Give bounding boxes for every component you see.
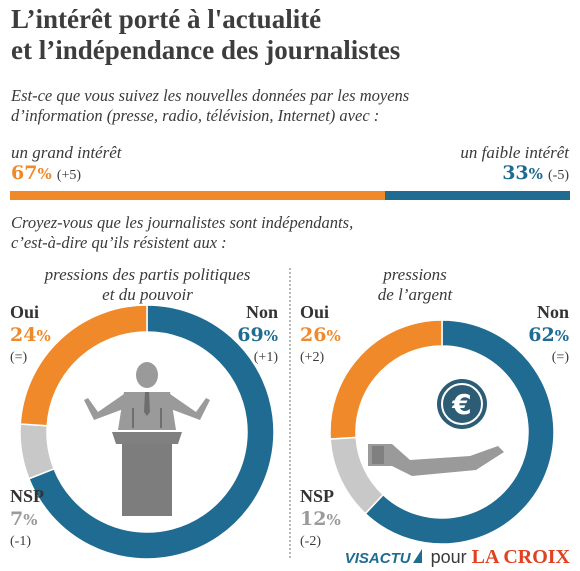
interest-bar-grand: [10, 191, 386, 200]
panel-right-title-line-1: pressions: [383, 265, 447, 284]
left-oui-value-group: 24%: [10, 324, 51, 346]
percent-unit: %: [554, 327, 569, 345]
footer-credit: VISACTU pour LA CROIX: [345, 546, 570, 569]
panel-left-title-line-2: et du pouvoir: [102, 285, 193, 304]
left-oui-label: Oui: [10, 302, 40, 322]
right-nsp-value: 12: [300, 508, 327, 530]
donut-chart-argent: [329, 319, 555, 545]
percent-unit: %: [326, 327, 341, 345]
percent-unit: %: [36, 327, 51, 345]
left-non-delta: (+1): [253, 350, 278, 365]
question-1-line-2: d’information (presse, radio, télévision…: [11, 106, 380, 125]
left-nsp-value: 7: [10, 508, 24, 530]
right-nsp-value-group: 12%: [300, 508, 341, 530]
footer-pour: pour: [430, 547, 467, 567]
question-1: Est-ce que vous suivez les nouvelles don…: [11, 86, 409, 126]
right-nsp-label: NSP: [300, 486, 335, 506]
hand-with-euro-coin-icon: €: [368, 379, 504, 476]
donut-left-slice-oui: [19, 304, 148, 427]
panel-left-title: pressions des partis politiques et du po…: [20, 265, 275, 305]
left-oui-delta: (=): [10, 350, 28, 365]
visactu-logo: VISACTU: [344, 550, 411, 567]
right-non-label: Non: [536, 302, 569, 322]
percent-unit: %: [37, 165, 52, 183]
question-2: Croyez-vous que les journalistes sont in…: [11, 213, 353, 253]
right-oui-value: 26: [300, 324, 327, 346]
page-title: L’intérêt porté à l'actualité et l’indép…: [11, 4, 400, 66]
la-croix-logo: LA CROIX: [471, 546, 570, 568]
left-nsp-label: NSP: [10, 486, 45, 506]
interest-bar: [10, 191, 570, 200]
faible-interet-value: 33: [502, 162, 529, 184]
donut-left-slice-non: [27, 304, 275, 560]
percent-unit: %: [23, 511, 38, 529]
percent-unit: %: [528, 165, 543, 183]
right-non-value: 62: [528, 324, 555, 346]
donut-right-slice-non: [364, 319, 555, 545]
left-oui-value: 24: [10, 324, 37, 346]
question-1-line-1: Est-ce que vous suivez les nouvelles don…: [11, 86, 410, 105]
panel-right-title: pressions de l’argent: [330, 265, 500, 305]
question-2-line-2: c’est-à-dire qu’ils résistent aux :: [11, 233, 227, 252]
faible-interet-delta: (-5): [548, 168, 569, 183]
faible-interet-value-group: 33% (-5): [502, 162, 569, 184]
donut-chart-partis: [19, 304, 275, 560]
title-line-2: et l’indépendance des journalistes: [11, 35, 401, 65]
left-non-value: 69: [237, 324, 264, 346]
question-2-line-1: Croyez-vous que les journalistes sont in…: [11, 213, 354, 232]
percent-unit: %: [326, 511, 341, 529]
percent-unit: %: [263, 327, 278, 345]
donut-left-slice-nsp: [19, 423, 55, 480]
grand-interet-value-group: 67% (+5): [11, 162, 81, 184]
donut-right-slice-oui: [329, 319, 443, 440]
panel-right-title-line-2: de l’argent: [377, 285, 453, 304]
right-nsp-delta: (-2): [300, 534, 321, 549]
grand-interet-value: 67: [11, 162, 38, 184]
right-oui-label: Oui: [300, 302, 330, 322]
svg-text:€: €: [451, 388, 471, 421]
interest-bar-faible: [385, 191, 570, 200]
right-oui-delta: (+2): [300, 350, 325, 365]
left-nsp-delta: (-1): [10, 534, 31, 549]
title-line-1: L’intérêt porté à l'actualité: [11, 4, 322, 34]
panel-divider: [289, 268, 291, 558]
grand-interet-label: un grand intérêt: [11, 143, 122, 162]
politician-at-podium-icon: [84, 362, 210, 516]
left-non-value-group: 69%: [237, 324, 278, 346]
right-non-delta: (=): [551, 350, 569, 365]
right-non-value-group: 62%: [528, 324, 569, 346]
faible-interet-label: un faible intérêt: [460, 143, 569, 162]
left-nsp-value-group: 7%: [10, 508, 38, 530]
left-non-label: Non: [245, 302, 278, 322]
visactu-logo-mark: [412, 549, 422, 563]
grand-interet-delta: (+5): [56, 168, 82, 183]
right-oui-value-group: 26%: [300, 324, 341, 346]
panel-left-title-line-1: pressions des partis politiques: [44, 265, 251, 284]
